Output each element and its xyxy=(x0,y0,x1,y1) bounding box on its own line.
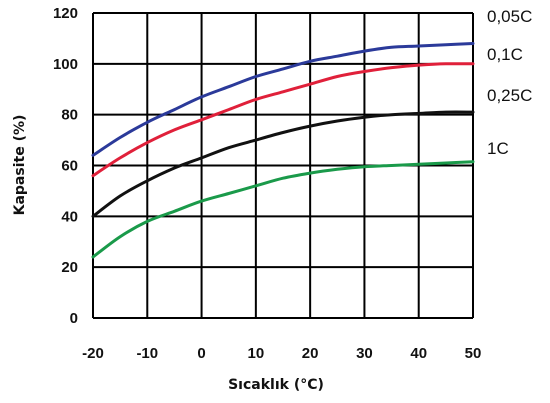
x-tick-label: -10 xyxy=(136,345,158,362)
series-line-0 xyxy=(91,42,475,157)
series-line-3 xyxy=(91,160,475,259)
x-tick-label: 40 xyxy=(410,345,427,362)
y-tick-labels: 0 20 40 60 80 100 120 xyxy=(53,5,78,327)
y-tick-label: 60 xyxy=(61,158,78,175)
series-line-1 xyxy=(91,62,475,178)
series-label-1: 0,1C xyxy=(487,45,523,64)
y-axis-title: Kapasite (%) xyxy=(12,115,28,216)
series-label-0: 0,05C xyxy=(487,7,532,26)
x-tick-label: 0 xyxy=(197,345,205,362)
x-tick-label: 30 xyxy=(356,345,373,362)
x-tick-label: 10 xyxy=(248,345,265,362)
y-tick-label: 20 xyxy=(61,259,78,276)
x-tick-label: -20 xyxy=(82,345,104,362)
y-tick-label: 120 xyxy=(53,5,78,22)
y-tick-label: 40 xyxy=(61,208,78,225)
series-labels: 0,05C 0,1C 0,25C 1C xyxy=(487,7,532,158)
x-tick-label: 50 xyxy=(465,345,482,362)
series-label-3: 1C xyxy=(487,139,509,158)
y-tick-label: 80 xyxy=(61,107,78,124)
series-group xyxy=(91,42,475,259)
y-tick-label: 100 xyxy=(53,56,78,73)
series-label-2: 0,25C xyxy=(487,86,532,105)
series-line-2 xyxy=(91,110,475,218)
y-tick-label: 0 xyxy=(70,310,78,327)
x-tick-labels: -20 -10 0 10 20 30 40 50 xyxy=(82,345,481,362)
x-axis-title: Sıcaklık (°C) xyxy=(228,377,324,393)
x-tick-label: 20 xyxy=(302,345,319,362)
